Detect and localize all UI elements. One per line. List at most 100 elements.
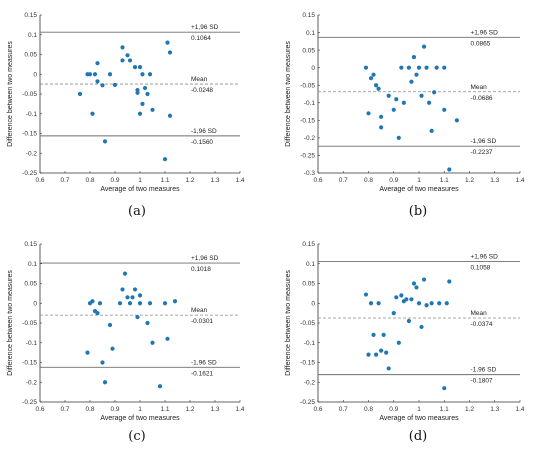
data-point (145, 91, 150, 97)
data-point (444, 301, 449, 306)
y-tick-label: -0.1 (26, 340, 38, 347)
data-point (411, 55, 417, 60)
y-tick-label: -0.15 (22, 360, 37, 367)
y-tick-label: 0.15 (24, 12, 37, 19)
x-tick-label: 1.2 (465, 177, 474, 184)
x-tick-label: 1.2 (185, 406, 194, 413)
data-point (379, 125, 384, 130)
panel-label: (c) (128, 429, 145, 444)
data-point (147, 301, 153, 306)
data-point (396, 135, 401, 140)
data-point (165, 40, 170, 45)
data-point (424, 65, 429, 70)
y-tick-label: -0.2 (26, 379, 38, 386)
data-point (429, 301, 434, 306)
panel-label: (b) (409, 204, 427, 219)
data-point (162, 301, 168, 306)
data-point (409, 79, 414, 84)
data-point (368, 76, 374, 81)
chart-panel-2: 0.6 0.7 0.8 0.9 1 1.1 1.2 1.3 1.4 -0.3 -0.25 -0.2 -0… (285, 12, 525, 219)
x-tick-label: 1.3 (490, 406, 499, 413)
y-tick-label: 0 (311, 65, 315, 72)
x-tick-label: 1.1 (160, 177, 169, 184)
y-tick-label: -0.05 (300, 320, 315, 327)
y-tick-label: 0.15 (302, 12, 315, 19)
data-point (107, 322, 113, 328)
x-tick-label: 1 (138, 406, 142, 413)
data-point (140, 101, 145, 106)
data-point (87, 72, 93, 77)
data-point (411, 281, 417, 286)
y-tick-label: -0.1 (304, 100, 316, 107)
data-point (399, 293, 404, 298)
data-point (454, 118, 459, 123)
data-point (399, 65, 404, 70)
data-point (137, 293, 143, 298)
data-point (95, 79, 100, 84)
y-tick-label: 0 (33, 300, 37, 307)
y-axis-label: Difference between two measures (285, 41, 292, 147)
lower-limit-value: -0.1807 (471, 378, 493, 385)
data-point (391, 311, 396, 316)
x-tick-label: 0.7 (60, 177, 69, 184)
data-point (419, 93, 424, 98)
y-tick-label: 0.05 (302, 281, 315, 288)
x-tick-label: 1.1 (160, 406, 169, 413)
x-tick-label: 1.2 (465, 406, 474, 413)
data-point (77, 91, 83, 97)
data-point (102, 139, 108, 144)
data-point (363, 292, 369, 297)
data-point (107, 72, 113, 77)
lower-limit-value: -0.1621 (191, 370, 213, 377)
upper-limit-value: 0.1018 (191, 266, 211, 273)
data-point (394, 97, 399, 102)
x-tick-label: 1.2 (185, 177, 194, 184)
data-point (90, 299, 95, 304)
data-point (120, 45, 125, 50)
data-point (162, 157, 168, 162)
y-tick-label: -0.2 (26, 150, 38, 157)
data-point (122, 271, 128, 276)
data-point (391, 107, 396, 112)
y-tick-label: 0.05 (24, 52, 37, 59)
data-point (135, 90, 140, 95)
data-point (90, 111, 95, 116)
x-tick-label: 0.6 (313, 406, 322, 413)
data-point (368, 301, 374, 306)
y-tick-label: 0.1 (28, 32, 37, 39)
lower-limit-value: -0.1560 (191, 139, 213, 146)
x-tick-label: 0.6 (313, 177, 322, 184)
y-tick-label: 0 (33, 71, 37, 78)
data-point (100, 83, 105, 88)
data-point (150, 107, 155, 112)
data-point (85, 350, 90, 355)
x-tick-label: 1 (138, 177, 142, 184)
data-point (110, 346, 115, 351)
data-point (95, 311, 100, 316)
data-point (434, 65, 439, 70)
data-point (371, 332, 376, 337)
data-point (379, 114, 384, 119)
data-point (157, 384, 163, 389)
x-tick-label: 0.8 (364, 406, 373, 413)
data-point (421, 277, 427, 282)
data-point (396, 340, 401, 345)
upper-limit-value: 0.0865 (471, 40, 491, 47)
y-tick-label: -0.15 (22, 131, 37, 138)
x-tick-label: 0.7 (60, 406, 69, 413)
x-tick-label: 1.3 (490, 177, 499, 184)
upper-limit-label: +1,96 SD (191, 255, 219, 262)
upper-limit-value: 0.1058 (471, 264, 491, 271)
chart-panel-1: 0.6 0.7 0.8 0.9 1 1.1 1.2 1.3 1.4 -0.25 -0.2 -0.15 -… (7, 12, 245, 219)
y-tick-label: -0.15 (300, 118, 315, 125)
chart-panel-3: 0.6 0.7 0.8 0.9 1 1.1 1.2 1.3 1.4 -0.25 -0.2 -0.15 -… (7, 241, 245, 444)
data-point (381, 332, 386, 337)
data-point (376, 301, 381, 306)
data-point (384, 350, 389, 355)
data-point (100, 360, 105, 365)
data-point (150, 340, 155, 345)
data-point (165, 336, 170, 341)
data-point (112, 82, 118, 88)
x-axis-label: Average of two measures (379, 415, 459, 422)
